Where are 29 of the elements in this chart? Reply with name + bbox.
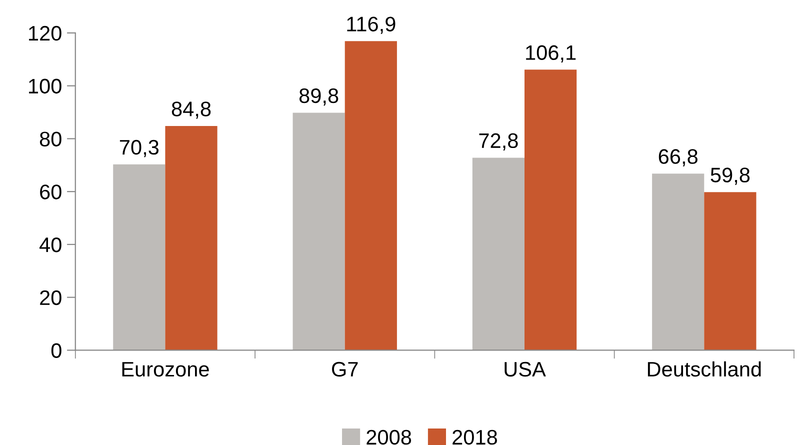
legend-label: 2008 (366, 430, 412, 445)
data-label: 106,1 (526, 45, 576, 62)
data-label: 84,8 (172, 102, 211, 119)
bar (113, 164, 166, 350)
bar (652, 174, 704, 350)
legend-label: 2018 (452, 430, 497, 445)
bar (524, 70, 577, 350)
data-label: 66,8 (658, 149, 698, 166)
data-label: 89,8 (299, 88, 338, 106)
y-tick-label: 60 (40, 184, 62, 200)
y-tick-label: 120 (29, 26, 62, 41)
data-label: 70,3 (120, 140, 159, 158)
x-tick-label: Deutschland (648, 361, 761, 377)
y-tick-label: 40 (40, 237, 62, 252)
bar (344, 41, 397, 350)
y-tick-label: 20 (40, 290, 62, 306)
y-tick-label: 80 (40, 132, 62, 146)
bar (704, 192, 756, 350)
x-tick-label: USA (504, 362, 546, 377)
y-tick-label: 0 (51, 343, 62, 358)
data-label: 116,9 (347, 16, 396, 34)
bar (292, 112, 345, 350)
bar (165, 126, 218, 350)
x-tick-label: G7 (332, 362, 358, 377)
data-label: 59,8 (710, 168, 750, 185)
y-tick-label: 100 (29, 78, 62, 94)
data-label: 72,8 (479, 133, 518, 151)
x-tick-label: Eurozone (122, 362, 209, 377)
bar (472, 158, 525, 350)
